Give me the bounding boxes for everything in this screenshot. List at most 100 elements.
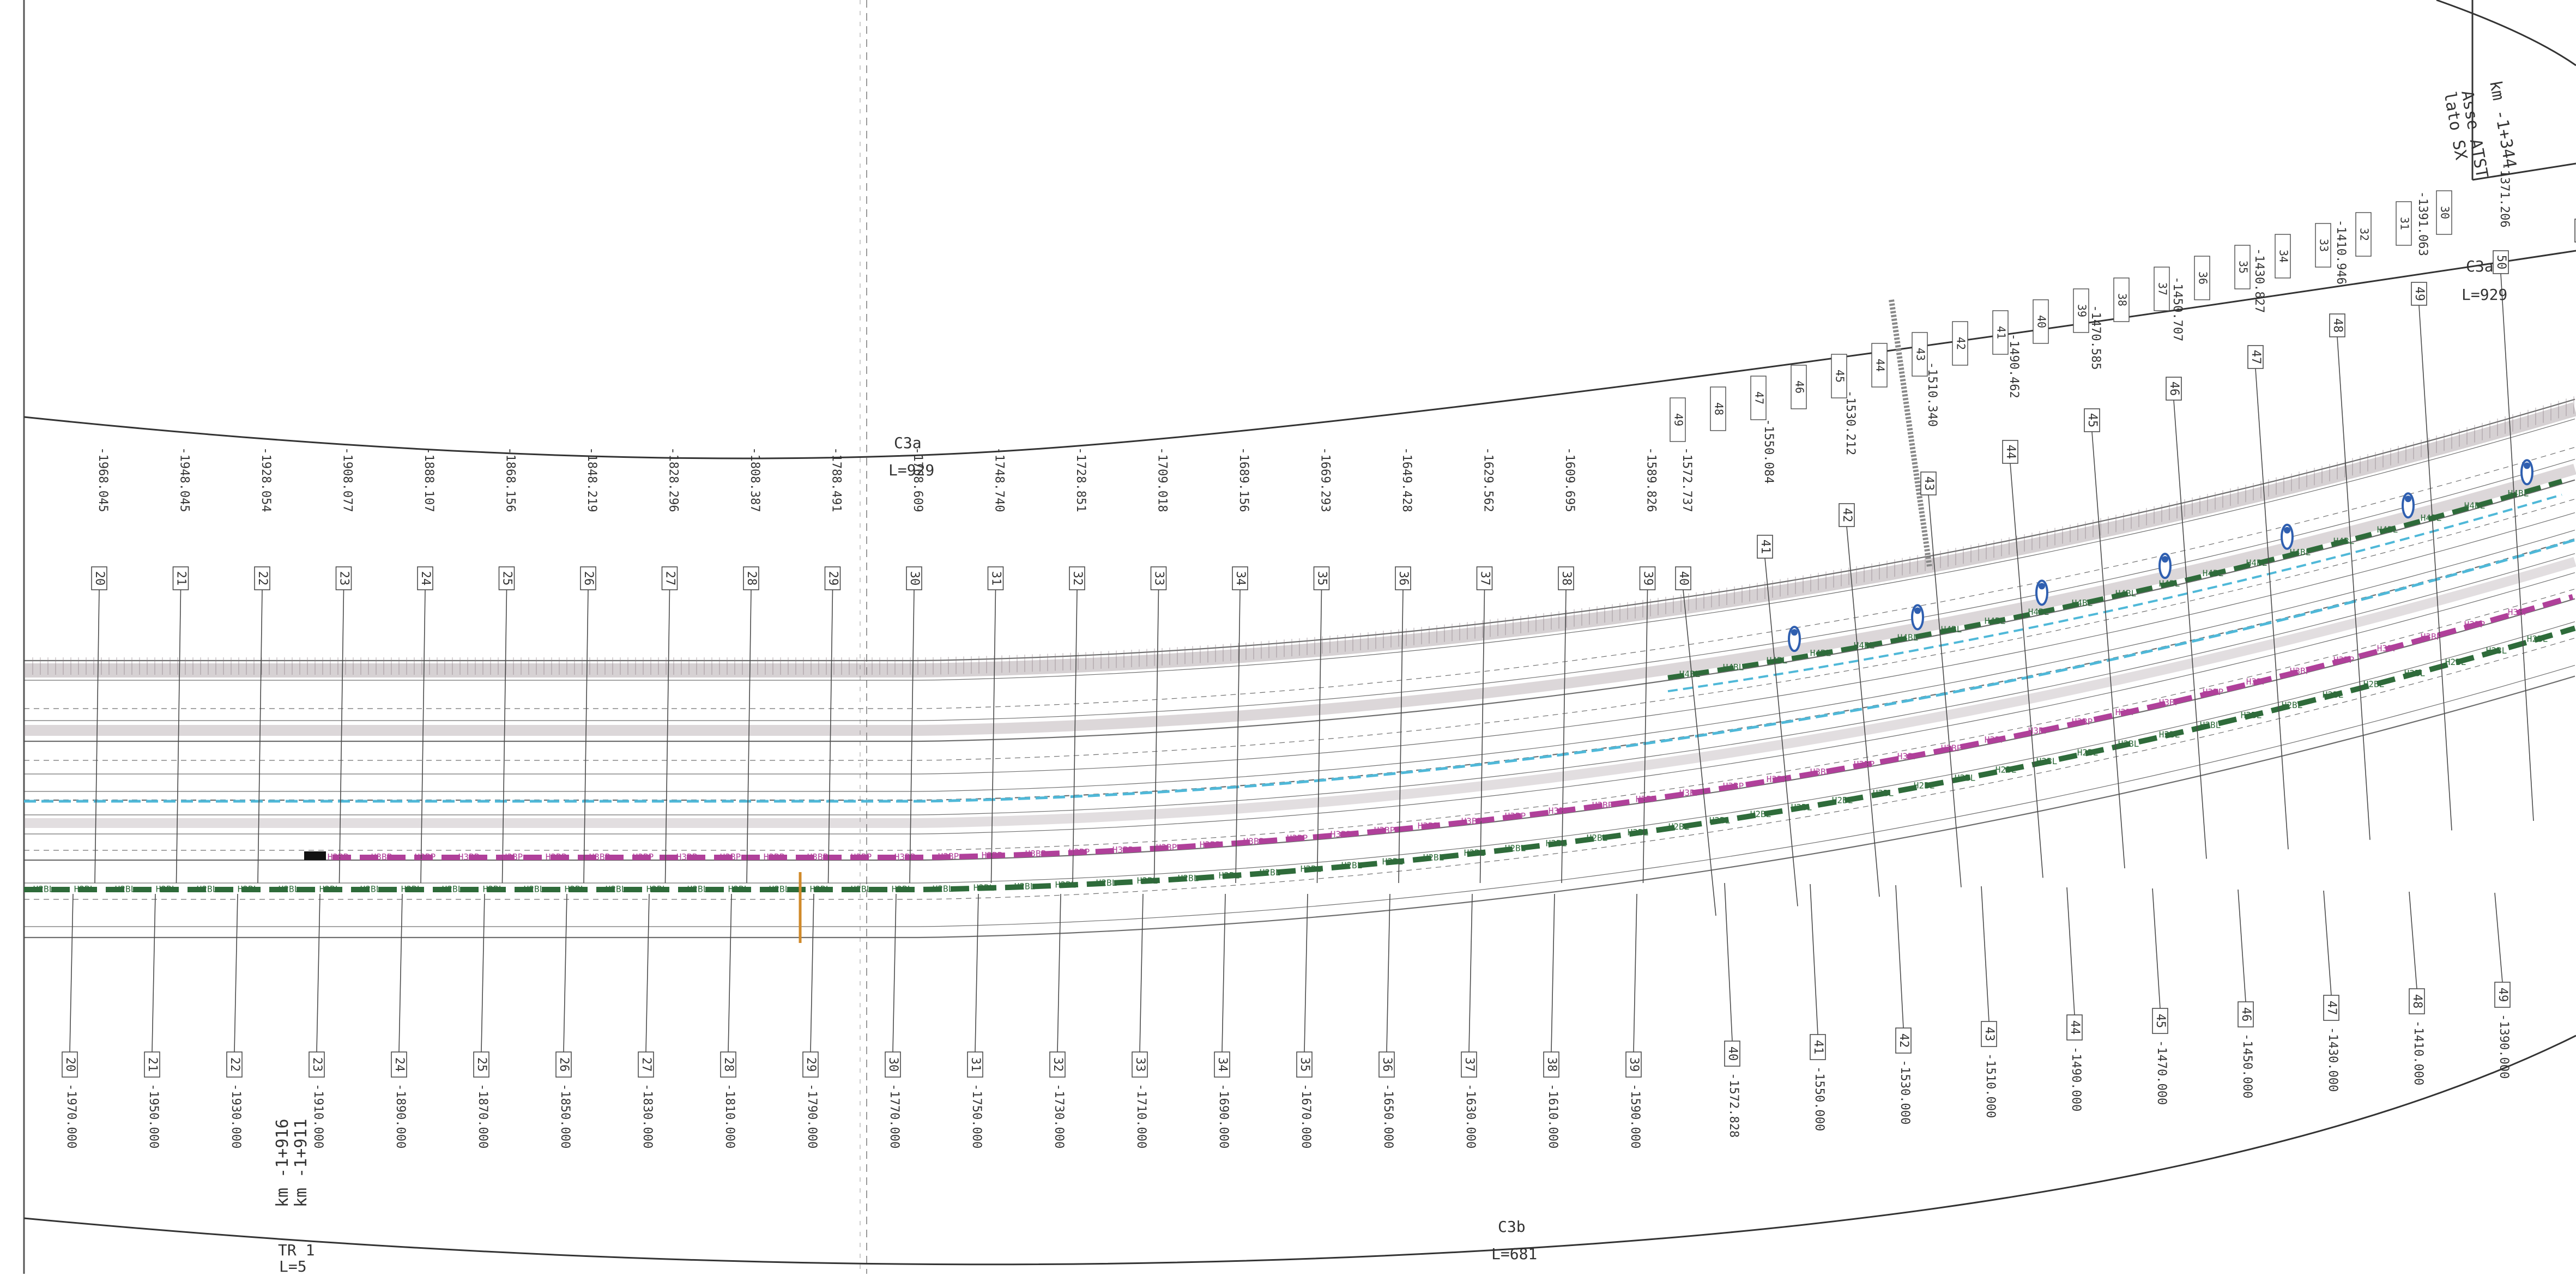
station-chainage-lower: -1850.000 <box>558 1084 572 1148</box>
station-number-lower: 43 <box>1982 1027 1996 1042</box>
pipe-label-green: H2BL <box>2159 729 2180 740</box>
tr-length: L=5 <box>279 1257 307 1274</box>
pipe-label-magenta: H3BP <box>1810 767 1831 777</box>
pipe-label-magenta: H3BP <box>2333 655 2355 665</box>
station-number-upper: 24 <box>419 571 432 586</box>
station-tick-lower <box>1469 894 1472 1052</box>
pipe-label-magenta: H3BP <box>1767 774 1788 784</box>
upper-tag-text: 34 <box>2277 250 2290 263</box>
pipe-label-green: H2BL <box>1505 843 1526 854</box>
station-tick-upper <box>2255 368 2288 849</box>
station-number-upper: 26 <box>582 571 595 586</box>
pipe-label-green: H2BL <box>1219 870 1240 880</box>
station-tick-upper <box>910 590 914 883</box>
pipe-label-upper-green: H4BL <box>2333 536 2355 546</box>
station-chainage-upper: -1728.851 <box>1074 447 1087 512</box>
station-number-upper: 32 <box>1071 571 1084 586</box>
pipe-labels: H2BL H2BL H2BL H2BL H2BL H2BL H2BL H2BL H2BL H2BL… <box>33 488 2548 894</box>
station-chainage-upper: -1391.063 <box>2416 191 2429 256</box>
upper-tag-text: 45 <box>1834 370 1847 383</box>
upper-tag-text: 31 <box>2398 217 2411 230</box>
pipe-label-magenta: H3BP <box>1941 743 1962 753</box>
drawing-frame <box>24 0 2576 1274</box>
pipe-label-green: H2BL <box>973 882 995 893</box>
track-line <box>24 589 2575 850</box>
station-chainage-upper: -1430.827 <box>2252 248 2266 313</box>
station-number-lower: 24 <box>392 1057 406 1072</box>
station-number-lower: 47 <box>2325 1001 2338 1015</box>
blue-valve-dot <box>2284 527 2290 534</box>
pipe-label-green: H2BL <box>238 884 259 894</box>
pipe-label-magenta: H3BP <box>546 852 567 862</box>
station-chainage-upper: -1470.585 <box>2089 305 2102 370</box>
track-line <box>24 400 2575 661</box>
pipe-label-magenta: H3BP <box>502 852 523 862</box>
pipe-label-green: H2BL <box>74 884 95 894</box>
blue-valve-dot <box>2405 495 2411 502</box>
right-arc-edge <box>2436 0 2576 65</box>
pipe-label-upper-green: H4BL <box>1985 615 2006 626</box>
station-number-upper: 25 <box>500 571 514 586</box>
alignment-label-c3a-center: C3a <box>894 434 922 452</box>
pipe-label-magenta: H3BP <box>2421 631 2442 642</box>
ballast-band-lower <box>24 562 2575 823</box>
station-number-lower: 25 <box>475 1057 488 1072</box>
pipe-label-magenta: H3BP <box>328 852 349 862</box>
pipe-label-green: H2BL <box>2036 756 2058 766</box>
station-tick-upper <box>95 590 99 883</box>
alignment-c3a-top <box>24 251 2576 458</box>
pipe-label-upper-green: H4BL <box>2246 558 2267 568</box>
pipe-label-magenta: H3BP <box>1069 846 1090 857</box>
station-number-upper: 34 <box>1233 571 1247 586</box>
pipe-label-green: H2BL <box>33 884 55 894</box>
upper-tag-text: 39 <box>2076 304 2089 317</box>
station-number-upper: 33 <box>1152 571 1166 586</box>
station-chainage-upper: -1609.695 <box>1563 447 1576 512</box>
pipe-label-magenta: H3BP <box>2203 687 2224 697</box>
upper-tag-text: 37 <box>2156 282 2169 295</box>
alignment-length-c3b: L=681 <box>1491 1245 1537 1263</box>
pipe-label-green: H2BL <box>115 884 136 894</box>
track-corridor <box>24 300 2575 943</box>
pipe-label-green: H2BL <box>2445 657 2466 667</box>
upper-tag-text: 38 <box>2116 293 2129 306</box>
pipe-label-magenta: H3BP <box>1592 800 1613 810</box>
station-number-upper: 21 <box>174 571 188 586</box>
station-chainage-upper: -1572.737 <box>1680 447 1694 512</box>
pipe-label-magenta: H3BP <box>1636 794 1657 804</box>
station-number-upper: 22 <box>256 571 269 586</box>
pipe-label-upper-green: H4BL <box>2508 488 2529 499</box>
station-chainage-lower: -1890.000 <box>394 1084 407 1148</box>
pipe-label-upper-green: H4BL <box>1854 640 1875 651</box>
station-chainage-upper: -1868.156 <box>504 447 517 512</box>
station-number-upper: 23 <box>337 571 351 586</box>
pipe-label-green: H2BL <box>319 884 341 894</box>
station-chainage-upper: -1410.946 <box>2334 220 2348 285</box>
station-number-lower: 28 <box>722 1057 735 1072</box>
station-chainage-lower: -1510.000 <box>1984 1053 1997 1118</box>
station-number-upper: 30 <box>908 571 921 586</box>
station-chainage-upper: -1669.293 <box>1319 447 1332 512</box>
station-number-upper: 49 <box>2412 287 2426 301</box>
station-number-lower: 29 <box>804 1057 818 1072</box>
station-chainage-upper: -1788.491 <box>830 447 843 512</box>
pipe-label-magenta: H3BP <box>2072 716 2093 727</box>
station-number-lower: 35 <box>1298 1057 1311 1072</box>
station-chainage-upper: -1968.045 <box>96 447 110 512</box>
station-tick-upper <box>584 590 588 883</box>
station-tick-upper <box>421 590 425 883</box>
station-chainage-upper: -1748.740 <box>993 447 1006 512</box>
station-number-upper: 43 <box>1922 476 1936 491</box>
pipe-label-magenta: H3BP <box>676 852 698 862</box>
pipe-label-upper-green: H4BL <box>1897 632 1919 643</box>
pipe-label-green: H2BL <box>442 884 463 894</box>
station-tick-lower <box>2067 887 2075 1015</box>
station-tick-lower <box>1725 883 1732 1041</box>
station-chainage-upper: -1689.156 <box>1237 447 1250 512</box>
station-tick-lower <box>893 894 896 1052</box>
station-chainage-lower: -1550.000 <box>1812 1066 1826 1131</box>
pipe-label-magenta: H3BP <box>1985 734 2006 745</box>
station-tick-lower <box>2495 893 2502 982</box>
station-tick-upper <box>503 590 507 883</box>
pipe-label-magenta: H3BP <box>894 852 916 862</box>
